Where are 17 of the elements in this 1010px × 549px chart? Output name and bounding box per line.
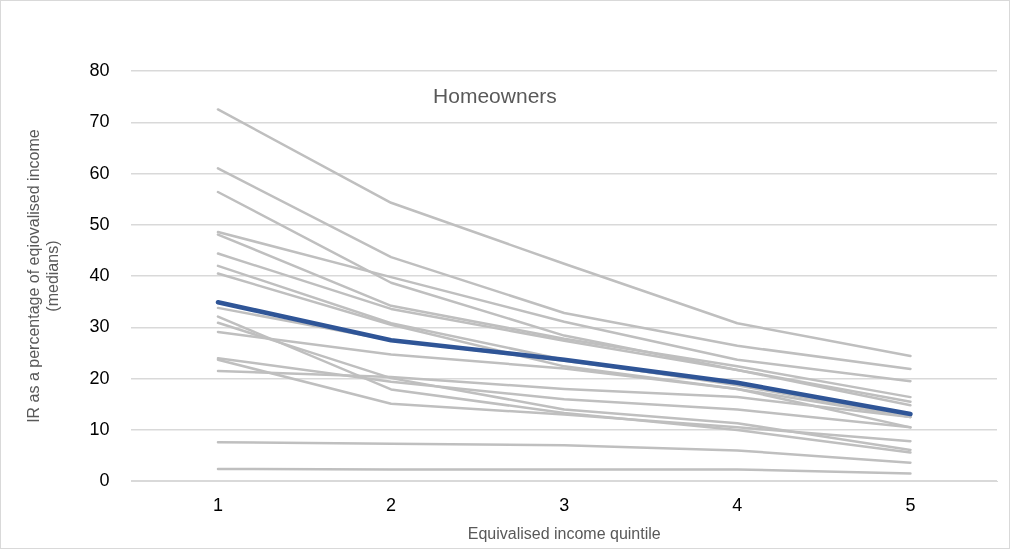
y-tick-label: 80	[89, 59, 110, 80]
x-tick-label: 2	[386, 494, 397, 515]
y-axis-title: IR as a percentage of eqiovalised income (medians)	[25, 129, 62, 423]
y-tick-label: 40	[89, 265, 110, 286]
x-tick-label: 3	[559, 494, 570, 515]
y-tick-label: 20	[89, 367, 110, 388]
y-tick-label: 0	[99, 470, 110, 491]
y-tick-label: 70	[89, 111, 110, 132]
y-tick-label: 60	[89, 162, 110, 183]
x-tick-label: 4	[732, 494, 743, 515]
text: Homeowners	[433, 83, 557, 107]
y-tick-label: 10	[89, 418, 110, 439]
x-tick-label: 1	[212, 494, 223, 515]
y-tick-label: 30	[89, 316, 110, 337]
y-tick-label: 50	[89, 213, 110, 234]
x-tick-label: 5	[905, 494, 916, 515]
x-axis-title: Equivalised income quintile	[467, 524, 661, 542]
